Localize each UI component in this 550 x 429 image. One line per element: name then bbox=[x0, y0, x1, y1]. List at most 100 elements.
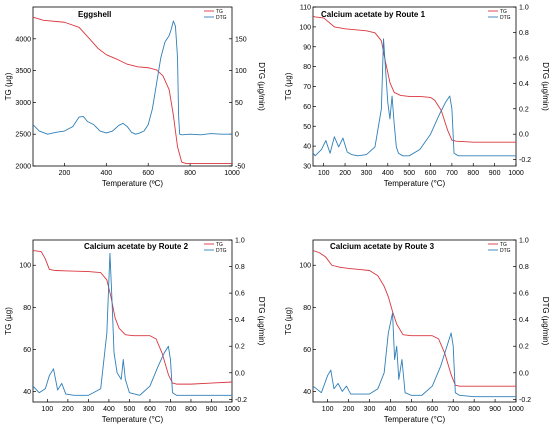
x-tick-label: 900 bbox=[489, 406, 501, 413]
y-tick-label: 80 bbox=[23, 305, 31, 312]
y-tick-label: 40 bbox=[303, 389, 311, 396]
x-axis-label: Temperature (°C) bbox=[102, 415, 164, 424]
x-tick-label: 500 bbox=[403, 170, 415, 177]
y2-tick-label: 0.6 bbox=[519, 291, 529, 298]
plot-frame bbox=[312, 239, 517, 403]
chart-title: Calcium acetate by Route 2 bbox=[84, 242, 189, 251]
y-tick-label: 100 bbox=[299, 24, 311, 31]
x-tick-label: 400 bbox=[100, 170, 112, 177]
x-tick-label: 100 bbox=[42, 406, 54, 413]
x-tick-label: 1000 bbox=[508, 406, 524, 413]
x-tick-label: 400 bbox=[103, 406, 115, 413]
y2-tick-label: 0.2 bbox=[519, 106, 529, 113]
y2-tick-label: 0.6 bbox=[519, 55, 529, 62]
y2-tick-label: 0.2 bbox=[519, 344, 529, 351]
panel-route-3: Calcium acetate by Route 3 100 200 300 400 5… bbox=[284, 238, 550, 425]
series-dtg-line bbox=[33, 20, 232, 136]
y-tick-label: 80 bbox=[303, 64, 311, 71]
x-tick-label: 1000 bbox=[508, 170, 524, 177]
x-tick-label: 500 bbox=[406, 406, 418, 413]
x-tick-label: 300 bbox=[364, 406, 376, 413]
x-tick-label: 200 bbox=[339, 170, 351, 177]
chart-title: Calcium acetate by Route 3 bbox=[330, 242, 435, 251]
x-tick-label: 900 bbox=[489, 170, 501, 177]
y2-tick-label: 0.4 bbox=[519, 81, 529, 88]
y-axis-label: TG (µg) bbox=[4, 307, 13, 335]
x-tick-label: 800 bbox=[184, 170, 196, 177]
x-tick-label: 600 bbox=[426, 406, 438, 413]
panel-eggshell: Eggshell 200 400 600 800 1000200025003000350… bbox=[4, 6, 266, 188]
y2-tick-label: 1.0 bbox=[519, 5, 529, 12]
y-tick-label: 100 bbox=[19, 263, 31, 270]
legend-label: TG bbox=[500, 9, 507, 15]
y2-axis-label: DTG (µg/min) bbox=[257, 62, 266, 111]
series-dtg-line bbox=[33, 252, 232, 396]
legend-label: DTG bbox=[216, 15, 227, 21]
y2-tick-label: 0.2 bbox=[235, 344, 245, 351]
x-tick-label: 200 bbox=[343, 406, 355, 413]
series-tg-line bbox=[313, 15, 516, 143]
legend-label: TG bbox=[216, 9, 223, 15]
y-tick-label: 40 bbox=[23, 389, 31, 396]
y2-tick-label: 0 bbox=[235, 132, 239, 139]
y-tick-label: 60 bbox=[303, 104, 311, 111]
y-tick-label: 90 bbox=[303, 44, 311, 51]
legend-label: DTG bbox=[216, 248, 227, 254]
x-tick-label: 800 bbox=[467, 170, 479, 177]
x-tick-label: 100 bbox=[322, 406, 334, 413]
y2-tick-label: 0.0 bbox=[519, 132, 529, 139]
x-tick-label: 800 bbox=[185, 406, 197, 413]
y-tick-label: 3000 bbox=[15, 100, 31, 107]
x-tick-label: 300 bbox=[83, 406, 95, 413]
y2-tick-label: -0.2 bbox=[519, 397, 531, 404]
legend-label: DTG bbox=[500, 248, 511, 254]
x-tick-label: 700 bbox=[447, 406, 459, 413]
y2-tick-label: -50 bbox=[235, 164, 245, 171]
y2-axis-label: DTG (µg/min) bbox=[541, 297, 550, 346]
y2-axis-label: DTG (µg/min) bbox=[541, 62, 550, 111]
y-tick-label: 70 bbox=[303, 84, 311, 91]
y-tick-label: 2500 bbox=[15, 132, 31, 139]
y2-tick-label: -0.2 bbox=[519, 157, 531, 164]
y2-tick-label: 50 bbox=[235, 100, 243, 107]
y-tick-label: 30 bbox=[303, 164, 311, 171]
x-tick-label: 1000 bbox=[224, 170, 240, 177]
y2-tick-label: -0.2 bbox=[235, 397, 247, 404]
y2-tick-label: 0.8 bbox=[519, 264, 529, 271]
x-tick-label: 400 bbox=[385, 406, 397, 413]
x-tick-label: 600 bbox=[142, 170, 154, 177]
series-dtg-line bbox=[313, 312, 516, 398]
y-tick-label: 60 bbox=[23, 347, 31, 354]
y2-tick-label: 150 bbox=[235, 36, 247, 43]
chart-title: Calcium acetate by Route 1 bbox=[321, 10, 426, 19]
x-tick-label: 500 bbox=[124, 406, 136, 413]
x-tick-label: 600 bbox=[144, 406, 156, 413]
legend-label: TG bbox=[216, 242, 223, 248]
x-tick-label: 300 bbox=[361, 170, 373, 177]
series-tg-line bbox=[33, 250, 232, 385]
panel-route-1: Calcium acetate by Route 1 100 200 300 400 5… bbox=[284, 5, 550, 189]
y2-tick-label: 0.4 bbox=[519, 317, 529, 324]
x-tick-label: 200 bbox=[59, 170, 71, 177]
x-tick-label: 600 bbox=[425, 170, 437, 177]
x-tick-label: 1000 bbox=[224, 406, 240, 413]
y2-tick-label: 0.8 bbox=[519, 30, 529, 37]
y-axis-label: TG (µg) bbox=[284, 72, 293, 100]
y-tick-label: 100 bbox=[299, 263, 311, 270]
y-tick-label: 80 bbox=[303, 305, 311, 312]
x-axis-label: Temperature (°C) bbox=[384, 179, 446, 188]
legend-label: TG bbox=[500, 242, 507, 248]
y-tick-label: 40 bbox=[303, 144, 311, 151]
x-tick-label: 700 bbox=[446, 170, 458, 177]
panel-route-2: Calcium acetate by Route 2 100 200 300 400 5… bbox=[4, 238, 266, 425]
series-dtg-line bbox=[313, 38, 516, 157]
x-tick-label: 700 bbox=[165, 406, 177, 413]
chart-title: Eggshell bbox=[78, 10, 111, 19]
y2-tick-label: 1.0 bbox=[235, 238, 245, 245]
y2-tick-label: 1.0 bbox=[519, 238, 529, 245]
x-axis-label: Temperature (ºC) bbox=[102, 179, 163, 188]
y-axis-label: TG (µg) bbox=[4, 72, 13, 100]
legend-label: DTG bbox=[500, 15, 511, 21]
y2-tick-label: 0.8 bbox=[235, 264, 245, 271]
